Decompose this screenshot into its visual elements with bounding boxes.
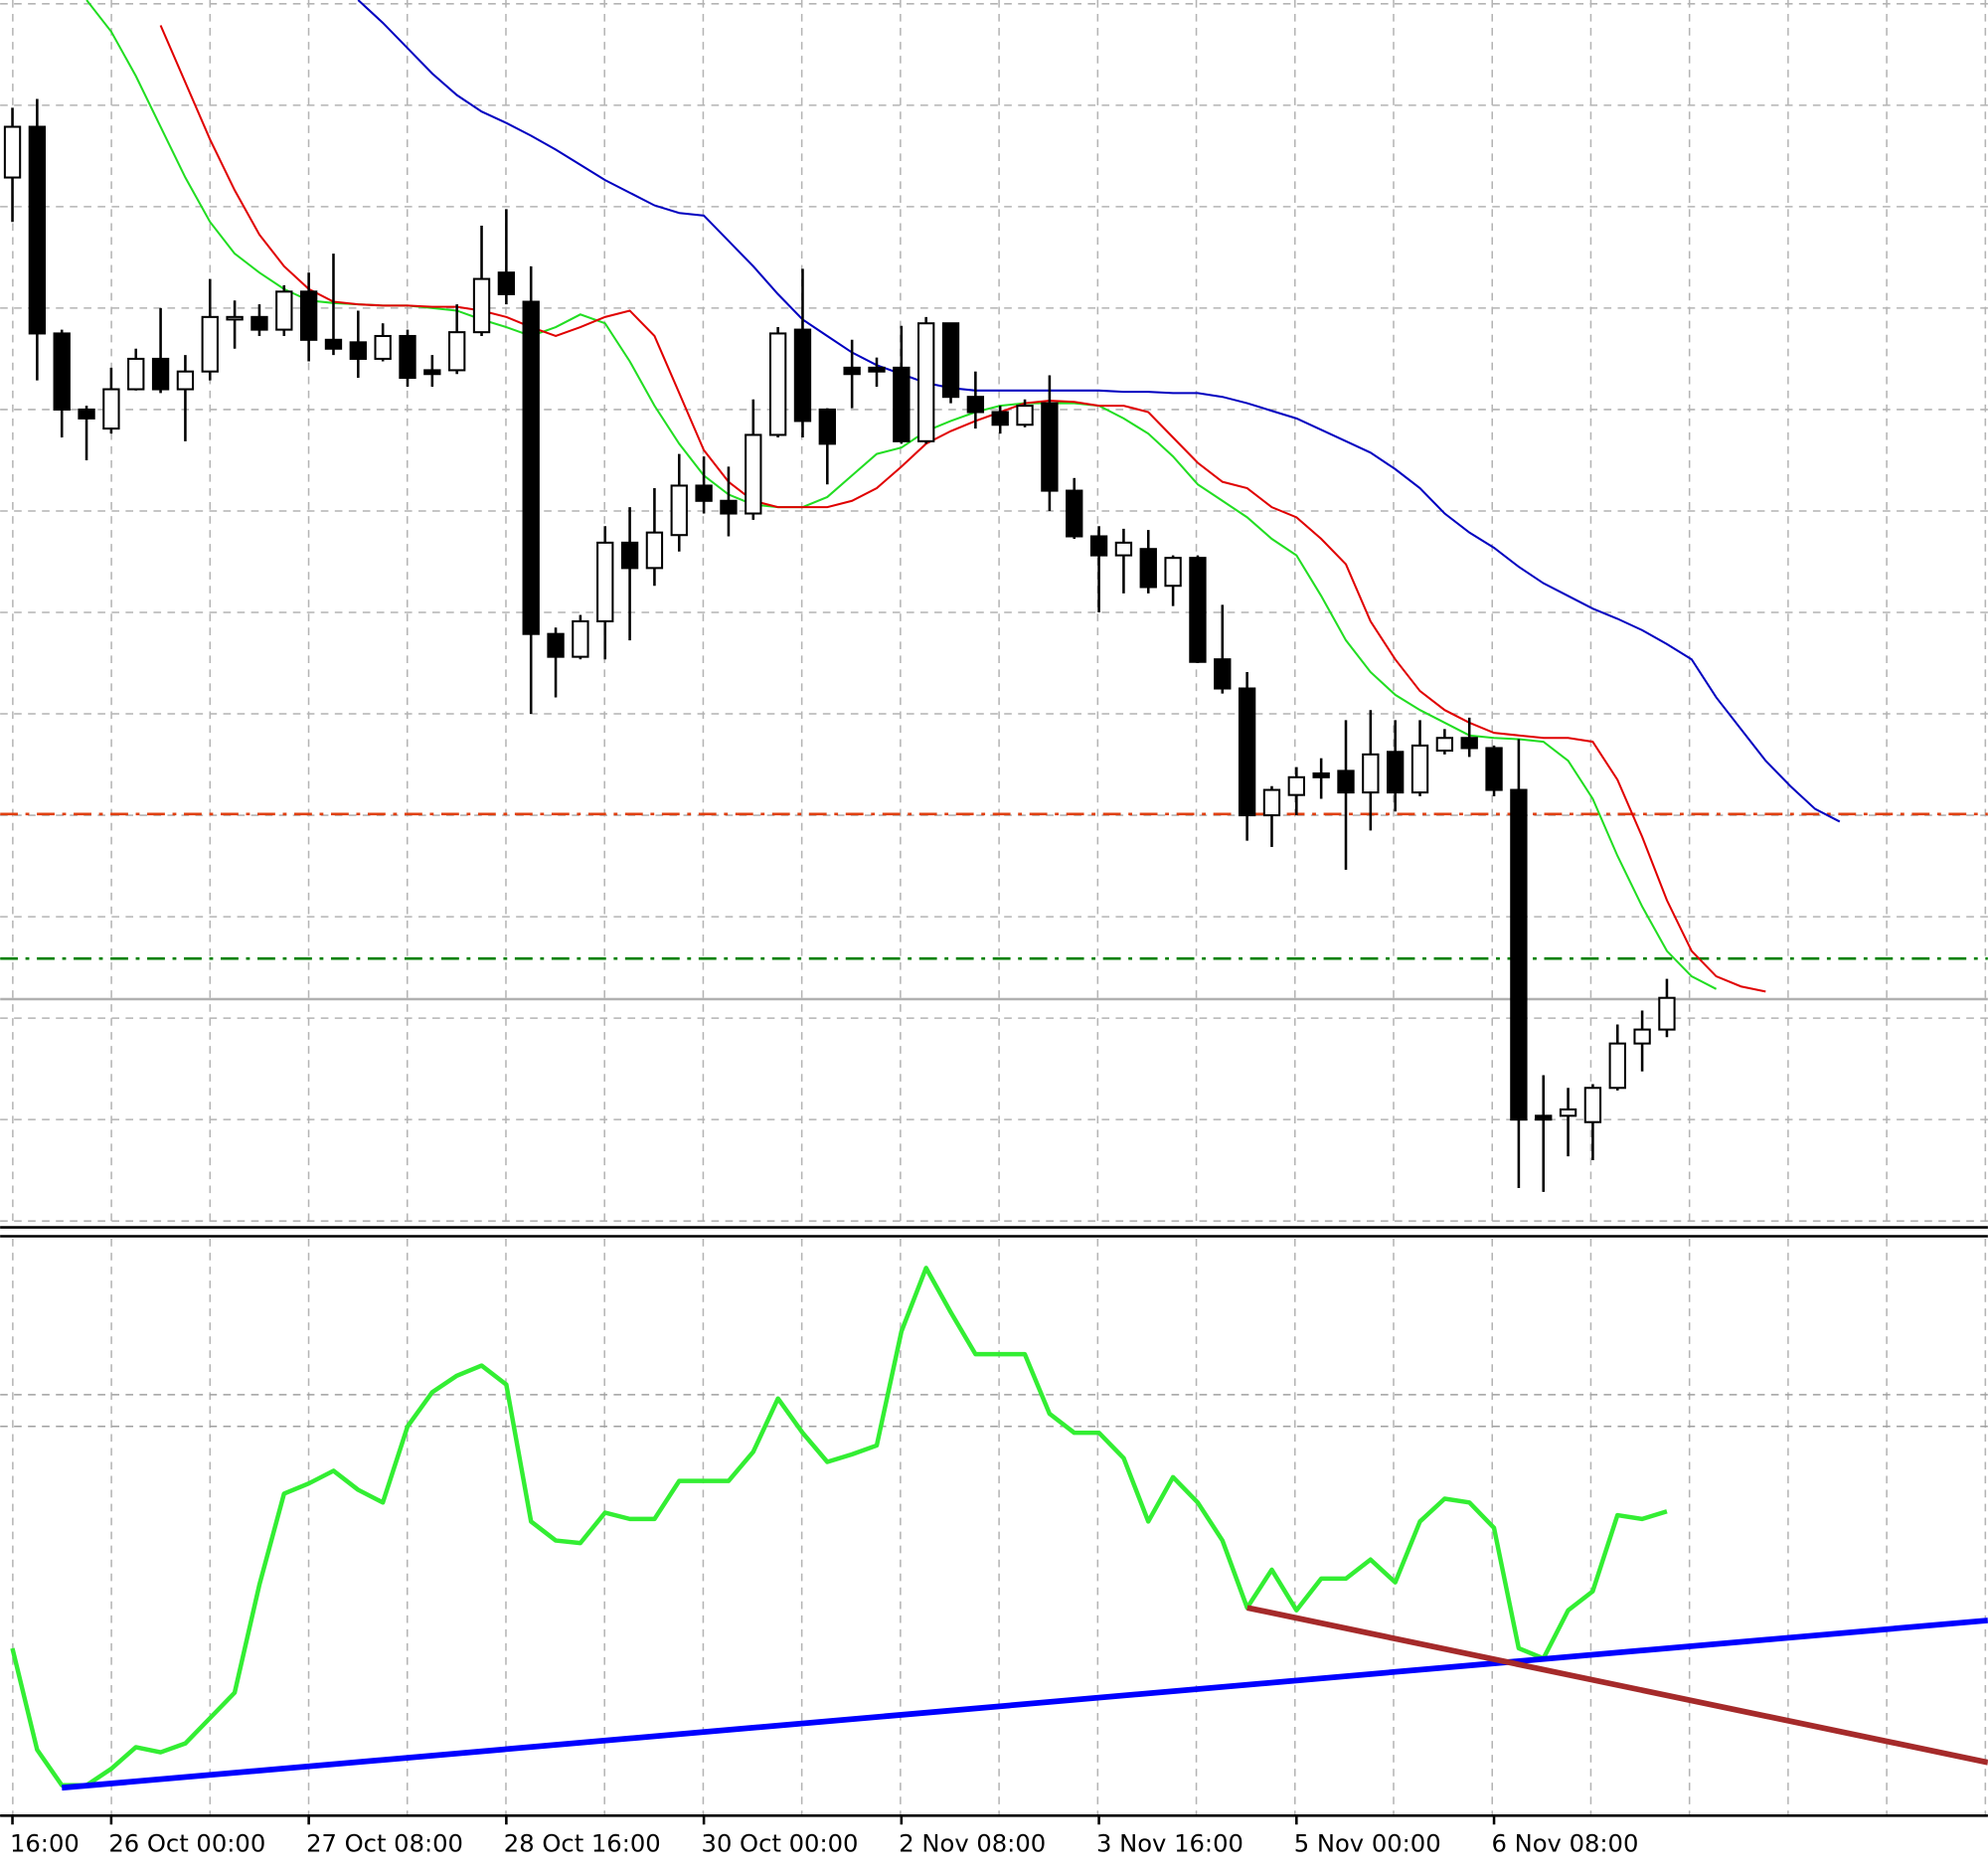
trend-line [1246, 1605, 1988, 1766]
grid [0, 0, 1988, 1816]
candle-body [324, 338, 343, 350]
price-panel [0, 0, 1988, 1192]
candle-body [768, 332, 787, 436]
candle-body [423, 369, 441, 376]
candle-body [53, 332, 71, 411]
candle-body [695, 484, 713, 502]
x-tick-label: 5 Nov 00:00 [1294, 1830, 1441, 1858]
candle-body [1066, 489, 1083, 538]
candle-body [843, 366, 861, 376]
candle-body [1262, 788, 1281, 817]
candle-body [1189, 557, 1207, 663]
candle-body [1016, 405, 1034, 426]
candle-body [620, 541, 639, 570]
candle-body [670, 484, 688, 537]
candle-body [917, 322, 935, 442]
candle-body [745, 433, 762, 515]
x-tick-label: 16:00 [10, 1830, 80, 1858]
candle-body [1485, 747, 1503, 791]
candle-body [1312, 771, 1330, 778]
candle-body [991, 411, 1009, 426]
candle-body [793, 328, 812, 423]
candle-body [102, 388, 120, 430]
candle-body [176, 370, 195, 391]
candle-body [572, 619, 589, 658]
candle-body [399, 334, 416, 380]
candle-body [127, 357, 145, 391]
candle-body [547, 632, 565, 658]
x-tick-label: 2 Nov 08:00 [899, 1830, 1046, 1858]
candle-body [299, 290, 318, 341]
candle-body [868, 366, 886, 373]
candle-body [250, 315, 268, 331]
candle-body [151, 357, 170, 391]
candle-body [28, 125, 47, 335]
candle-body [1114, 541, 1133, 557]
indicator-panel [0, 1266, 1988, 1791]
candle-body [1139, 548, 1157, 589]
trend-line [61, 1618, 1988, 1791]
candle-body [1410, 744, 1429, 794]
candle-body [966, 396, 985, 414]
candle-body [497, 271, 516, 295]
moving-average [357, 0, 1841, 823]
candle-body [78, 408, 95, 420]
candle-body [720, 499, 738, 515]
candle-body [472, 277, 491, 334]
candle-body [3, 125, 22, 179]
candle-body [1287, 775, 1305, 796]
x-tick-label: 6 Nov 08:00 [1492, 1830, 1639, 1858]
candle-body [645, 531, 664, 570]
candle-body [1089, 535, 1108, 557]
candle-body [1041, 402, 1059, 492]
candle-body [522, 300, 540, 635]
x-tick-label: 3 Nov 16:00 [1096, 1830, 1243, 1858]
candle-body [1559, 1107, 1577, 1117]
candle-body [1362, 753, 1380, 794]
candle-body [349, 341, 367, 360]
x-tick-label: 26 Oct 00:00 [108, 1830, 265, 1858]
candle-body [1608, 1042, 1626, 1090]
x-tick-label: 27 Oct 08:00 [306, 1830, 463, 1858]
candle-body [448, 331, 466, 372]
candle-body [275, 290, 293, 331]
moving-average [159, 25, 1766, 993]
candle-body [893, 366, 911, 442]
candle-body [1214, 658, 1232, 690]
x-axis: 16:00 26 Oct 00:00 27 Oct 08:00 28 Oct 16:0… [10, 1815, 1639, 1858]
x-tick-label: 30 Oct 00:00 [702, 1830, 859, 1858]
candle-body [226, 315, 244, 321]
candle-body [1238, 687, 1256, 817]
oscillator-line [10, 1266, 1668, 1788]
candle-body [374, 334, 392, 360]
candle-body [1164, 557, 1182, 588]
x-tick-label: 28 Oct 16:00 [504, 1830, 661, 1858]
candle-body [1633, 1028, 1651, 1045]
candle-body [201, 315, 219, 373]
candle-body [1658, 996, 1676, 1031]
candle-body [1510, 788, 1528, 1121]
candle-body [818, 408, 836, 445]
candle-body [1583, 1087, 1602, 1123]
candle-body [1337, 769, 1355, 794]
candle-body [1460, 737, 1478, 750]
candle-body [941, 322, 960, 399]
candle-body [1387, 751, 1405, 794]
candle-body [1535, 1114, 1553, 1121]
candle-body [1435, 737, 1454, 753]
candle-body [596, 541, 614, 622]
